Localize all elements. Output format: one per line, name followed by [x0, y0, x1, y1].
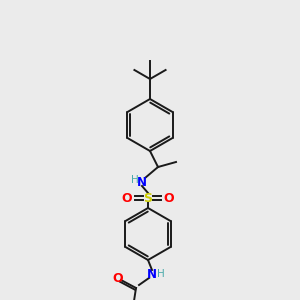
- Text: O: O: [122, 191, 132, 205]
- Text: N: N: [147, 268, 157, 281]
- Text: O: O: [113, 272, 123, 284]
- Text: H: H: [131, 175, 139, 185]
- Text: N: N: [137, 176, 147, 188]
- Text: S: S: [143, 191, 152, 205]
- Text: O: O: [164, 191, 174, 205]
- Text: H: H: [157, 269, 165, 279]
